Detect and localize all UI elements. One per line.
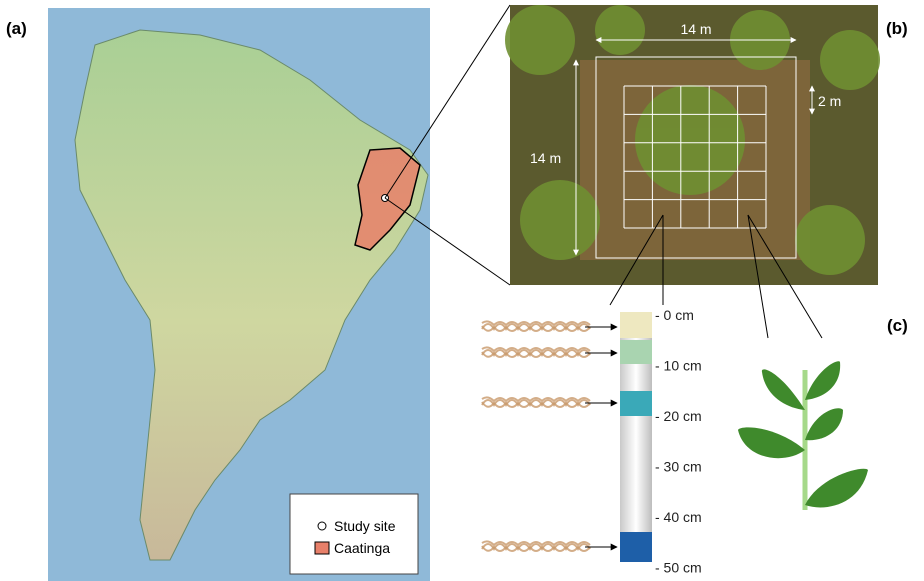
root: [482, 546, 590, 551]
depth-label: - 40 cm: [655, 509, 702, 525]
core-layer: [620, 532, 652, 562]
depth-label: - 20 cm: [655, 408, 702, 424]
legend-marker: [318, 522, 326, 530]
plot-width: 14 m: [680, 21, 711, 37]
figure: (a) Study site Caatinga 14 m 14 m 2 m (b…: [0, 0, 924, 581]
panel-a: (a) Study site Caatinga: [6, 5, 510, 581]
panel-label: (c): [887, 316, 908, 335]
plot-height: 14 m: [530, 150, 561, 166]
core-layer: [620, 340, 652, 364]
panel-label: (a): [6, 19, 27, 38]
panel-label: (b): [886, 19, 908, 38]
root: [482, 326, 590, 331]
legend-label: Caatinga: [334, 540, 390, 556]
depth-label: - 50 cm: [655, 560, 702, 576]
root: [482, 324, 590, 329]
legend: Study site Caatinga: [290, 494, 418, 574]
depth-label: - 0 cm: [655, 307, 694, 323]
root: [482, 544, 590, 549]
root: [482, 352, 590, 357]
roots: [482, 321, 590, 551]
root: [482, 400, 590, 405]
root: [482, 402, 590, 407]
core-layer: [620, 391, 652, 416]
panel-b: 14 m 14 m 2 m (b): [505, 5, 908, 338]
depth-label: - 10 cm: [655, 358, 702, 374]
panel-c: (c) - 0 cm - 10 cm - 20 cm - 30 cm - 40 cm - …: [482, 307, 908, 576]
legend-marker: [315, 542, 329, 554]
cell-size: 2 m: [818, 93, 841, 109]
legend-box: [290, 494, 418, 574]
plant: [738, 361, 868, 510]
legend-label: Study site: [334, 518, 396, 534]
root: [482, 350, 590, 355]
core-layer: [620, 312, 652, 338]
depth-label: - 30 cm: [655, 459, 702, 475]
